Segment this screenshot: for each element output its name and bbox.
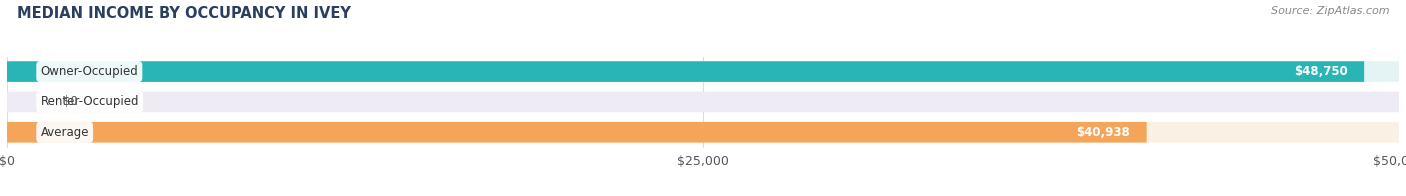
Text: MEDIAN INCOME BY OCCUPANCY IN IVEY: MEDIAN INCOME BY OCCUPANCY IN IVEY (17, 6, 350, 21)
FancyBboxPatch shape (7, 61, 1399, 82)
Text: Source: ZipAtlas.com: Source: ZipAtlas.com (1271, 6, 1389, 16)
Text: Average: Average (41, 126, 89, 139)
FancyBboxPatch shape (7, 122, 1399, 142)
Text: $0: $0 (63, 95, 77, 108)
Text: Renter-Occupied: Renter-Occupied (41, 95, 139, 108)
Text: $48,750: $48,750 (1294, 65, 1347, 78)
FancyBboxPatch shape (7, 92, 1399, 112)
Text: $40,938: $40,938 (1076, 126, 1130, 139)
Text: Owner-Occupied: Owner-Occupied (41, 65, 138, 78)
FancyBboxPatch shape (7, 61, 1364, 82)
FancyBboxPatch shape (7, 122, 1147, 142)
